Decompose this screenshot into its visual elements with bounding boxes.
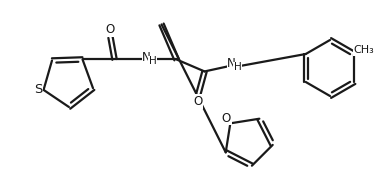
Text: O: O [105, 23, 114, 36]
Text: CH₃: CH₃ [354, 45, 375, 55]
Text: O: O [193, 95, 202, 108]
Text: H: H [234, 63, 241, 73]
Text: N: N [227, 57, 236, 70]
Text: N: N [142, 51, 151, 64]
Text: H: H [149, 56, 156, 66]
Text: O: O [222, 112, 231, 125]
Text: S: S [34, 83, 43, 96]
